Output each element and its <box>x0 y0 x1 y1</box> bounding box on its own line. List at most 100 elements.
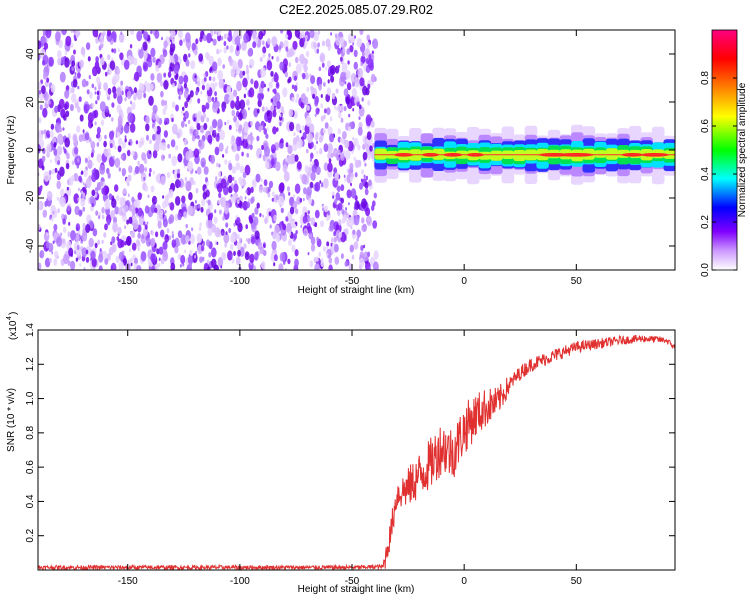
noise-speckle <box>171 57 175 64</box>
noise-speckle <box>91 123 94 127</box>
noise-speckle <box>131 208 136 216</box>
noise-speckle <box>340 56 343 62</box>
colorbar: 0.0 0.2 0.4 0.6 0.8 Normalized spectral ampl… <box>700 29 748 277</box>
noise-speckle <box>42 59 46 66</box>
noise-speckle <box>206 239 210 247</box>
noise-speckle <box>46 143 52 153</box>
noise-speckle <box>59 166 65 177</box>
noise-speckle <box>227 250 233 261</box>
noise-speckle <box>272 89 275 93</box>
noise-speckle <box>106 167 110 175</box>
noise-speckle <box>133 94 137 101</box>
noise-speckle <box>133 57 138 66</box>
noise-speckle <box>146 149 152 160</box>
noise-speckle <box>273 72 279 83</box>
noise-speckle <box>316 140 318 145</box>
noise-speckle <box>262 214 264 218</box>
noise-speckle <box>120 31 123 36</box>
noise-speckle <box>255 173 261 183</box>
noise-speckle <box>216 31 219 36</box>
noise-speckle <box>318 83 322 91</box>
noise-speckle <box>95 100 98 105</box>
noise-speckle <box>373 192 377 199</box>
noise-speckle <box>244 196 247 200</box>
noise-speckle <box>169 202 175 211</box>
noise-speckle <box>195 187 199 194</box>
snr-series-line <box>38 334 675 570</box>
noise-speckle <box>86 89 90 95</box>
noise-speckle <box>153 125 158 133</box>
noise-speckle <box>231 258 235 264</box>
noise-speckle <box>248 87 255 98</box>
noise-speckle <box>294 154 299 162</box>
snr-ylabel: SNR (10 * v/v) <box>6 388 17 452</box>
noise-speckle <box>190 60 196 70</box>
noise-speckle <box>90 250 96 261</box>
noise-speckle <box>317 108 320 112</box>
noise-speckle <box>85 177 92 189</box>
noise-speckle <box>83 267 86 270</box>
noise-speckle <box>216 162 219 168</box>
noise-speckle <box>201 245 205 252</box>
noise-speckle <box>188 53 191 58</box>
noise-speckle <box>83 188 86 193</box>
noise-speckle <box>160 175 166 186</box>
noise-speckle <box>258 125 262 133</box>
noise-speckle <box>71 160 75 166</box>
x-tick-label: -100 <box>230 576 250 587</box>
noise-speckle <box>162 200 167 209</box>
noise-speckle <box>292 40 298 50</box>
noise-speckle <box>38 262 42 270</box>
noise-speckle <box>243 93 247 99</box>
noise-speckle <box>285 142 289 148</box>
noise-speckle <box>349 244 354 253</box>
noise-speckle <box>182 262 185 267</box>
noise-speckle <box>272 231 277 240</box>
noise-speckle <box>155 231 159 238</box>
noise-speckle <box>107 148 111 154</box>
noise-speckle <box>206 199 209 204</box>
noise-speckle <box>208 76 212 81</box>
noise-speckle <box>137 160 140 166</box>
noise-speckle <box>218 142 224 152</box>
noise-speckle <box>256 108 260 114</box>
noise-speckle <box>194 204 198 210</box>
colorbar-tick-label: 0.0 <box>700 263 711 277</box>
noise-speckle <box>63 114 67 121</box>
noise-speckle <box>300 93 307 103</box>
noise-speckle <box>85 42 91 50</box>
noise-speckle <box>206 259 210 264</box>
noise-speckle <box>306 86 310 93</box>
noise-speckle <box>347 33 354 44</box>
noise-speckle <box>280 207 284 214</box>
noise-speckle <box>46 77 50 83</box>
noise-speckle <box>246 201 251 209</box>
noise-speckle <box>330 237 334 243</box>
noise-speckle <box>320 260 325 268</box>
noise-speckle <box>292 194 296 199</box>
noise-speckle <box>133 71 140 82</box>
noise-speckle <box>248 214 253 222</box>
noise-speckle <box>294 258 299 267</box>
noise-speckle <box>316 236 319 242</box>
noise-speckle <box>152 133 156 141</box>
noise-speckle <box>96 132 101 139</box>
noise-speckle <box>150 253 156 263</box>
noise-speckle <box>94 193 97 198</box>
noise-speckle <box>221 105 226 113</box>
noise-speckle <box>365 175 368 181</box>
noise-speckle <box>230 140 233 145</box>
noise-speckle <box>323 143 329 153</box>
noise-speckle <box>265 161 270 170</box>
noise-speckle <box>271 96 277 106</box>
noise-speckle <box>362 151 368 161</box>
noise-speckle <box>329 223 335 232</box>
noise-speckle <box>301 125 305 131</box>
noise-speckle <box>152 170 155 175</box>
noise-speckle <box>177 153 183 163</box>
noise-speckle <box>242 70 246 76</box>
noise-speckle <box>307 133 313 144</box>
noise-speckle <box>250 186 254 193</box>
noise-speckle <box>314 113 317 118</box>
noise-speckle <box>211 136 215 142</box>
